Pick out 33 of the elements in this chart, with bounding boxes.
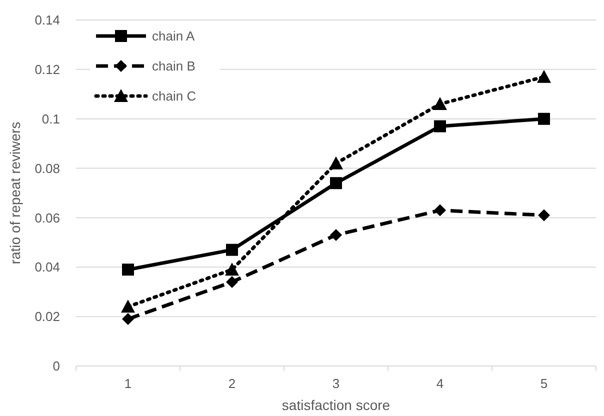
- y-tick-label: 0: [52, 358, 60, 374]
- point: [121, 300, 135, 313]
- y-axis-title: ratio of repeat reviwers: [7, 122, 23, 264]
- point: [537, 70, 551, 83]
- point: [330, 229, 342, 242]
- x-axis-title: satisfaction score: [282, 397, 390, 413]
- point: [122, 264, 134, 276]
- x-tick-label: 3: [332, 376, 340, 391]
- point: [329, 156, 343, 170]
- y-tick-label: 0.12: [34, 62, 60, 77]
- point: [225, 262, 239, 276]
- point: [122, 313, 134, 326]
- point: [433, 97, 447, 110]
- x-tick-label: 1: [124, 376, 132, 391]
- legend-label: chain B: [152, 58, 196, 74]
- y-tick-label: 0.08: [34, 160, 60, 176]
- legend-label: chain A: [152, 28, 195, 44]
- point: [330, 177, 342, 190]
- point: [434, 120, 446, 132]
- x-tick-label: 5: [540, 376, 548, 391]
- legend-label: chain C: [152, 88, 196, 104]
- y-tick-label: 0.04: [34, 260, 60, 275]
- y-tick-label: 0.1: [42, 111, 60, 126]
- point: [226, 276, 238, 288]
- y-tick-label: 0.02: [34, 309, 60, 324]
- point: [226, 244, 238, 256]
- x-tick-label: 4: [436, 376, 444, 391]
- x-tick-label: 2: [228, 376, 236, 391]
- point: [538, 112, 550, 125]
- y-tick-label: 0.14: [34, 12, 60, 28]
- point: [434, 204, 446, 216]
- y-tick-label: 0.06: [34, 210, 60, 226]
- point: [538, 209, 550, 222]
